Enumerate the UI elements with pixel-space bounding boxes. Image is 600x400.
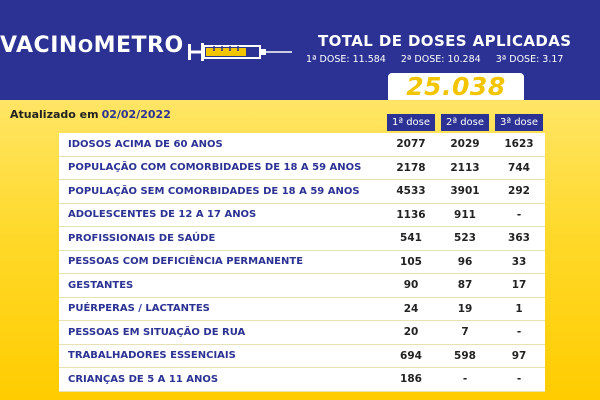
row-label: PESSOAS EM SITUAÇÃO DE RUA (68, 326, 246, 338)
row-dose-1: 694 (400, 349, 422, 362)
row-label: CRIANÇAS DE 5 A 11 ANOS (68, 373, 219, 385)
row-dose-2: 19 (457, 302, 473, 315)
table-row: IDOSOS ACIMA DE 60 ANOS 2077 2029 1623 (59, 133, 545, 157)
total-value-box (388, 73, 524, 100)
table-row: TRABALHADORES ESSENCIAIS 694 598 97 (59, 345, 545, 368)
header-dose-1: 1ª dose (387, 114, 435, 131)
row-dose-3: - (516, 373, 522, 386)
row-dose-1: 2178 (396, 161, 426, 174)
logo-text-o: O (77, 36, 94, 57)
row-label: TRABALHADORES ESSENCIAIS (68, 350, 236, 362)
header-dose-3: 3ª dose (495, 114, 543, 131)
row-dose-1: 24 (403, 302, 419, 315)
row-dose-3: 1 (515, 302, 523, 315)
table-row: PESSOAS EM SITUAÇÃO DE RUA 20 7 - (59, 321, 545, 345)
row-label: ADOLESCENTES DE 12 A 17 ANOS (68, 209, 257, 221)
row-dose-1: 20 (403, 326, 419, 339)
row-dose-2: - (462, 373, 468, 386)
row-label: PESSOAS COM DEFICIÊNCIA PERMANENTE (68, 256, 304, 268)
row-dose-1: 2077 (396, 138, 426, 151)
row-dose-2: 2029 (450, 138, 480, 151)
row-label: POPULAÇÃO COM COMORBIDADES DE 18 A 59 AN… (68, 162, 362, 174)
row-dose-3: 744 (508, 161, 530, 174)
table-row: PUÉRPERAS / LACTANTES 24 19 1 (59, 298, 545, 321)
row-dose-1: 4533 (396, 185, 426, 198)
row-dose-3: 363 (508, 232, 530, 245)
row-label: GESTANTES (68, 279, 134, 291)
table-body: IDOSOS ACIMA DE 60 ANOS 2077 2029 1623 P… (59, 133, 545, 392)
row-dose-1: 541 (400, 232, 422, 245)
row-dose-2: 96 (457, 255, 473, 268)
table-row: PROFISSIONAIS DE SAÚDE 541 523 363 (59, 227, 545, 251)
row-dose-2: 87 (457, 279, 473, 292)
total-doses-title: TOTAL DE DOSES APLICADAS (318, 32, 572, 50)
vacinometro-logo: VACINOMETRO (0, 33, 184, 58)
row-dose-3: 17 (511, 279, 527, 292)
row-label: POPULAÇÃO SEM COMORBIDADES DE 18 A 59 AN… (68, 185, 360, 197)
table-row: POPULAÇÃO SEM COMORBIDADES DE 18 A 59 AN… (59, 180, 545, 204)
syringe-icon (188, 43, 292, 61)
row-dose-2: 911 (454, 208, 476, 221)
row-dose-3: 33 (511, 255, 527, 268)
vaccination-table: 1ª dose 2ª dose 3ª dose IDOSOS ACIMA DE … (59, 114, 545, 392)
row-dose-1: 186 (400, 373, 422, 386)
logo-text-part2: METRO (93, 33, 184, 58)
row-dose-2: 2113 (450, 161, 480, 174)
row-dose-3: 97 (511, 349, 527, 362)
row-dose-3: 292 (508, 185, 530, 198)
row-label: PROFISSIONAIS DE SAÚDE (68, 232, 216, 244)
dose3-summary: 3ª DOSE: 3.17 (495, 54, 564, 65)
doses-summary: 1ª DOSE: 11.584 2ª DOSE: 10.284 3ª DOSE:… (306, 54, 575, 65)
logo-text-part1: VACIN (0, 33, 78, 58)
updated-label: Atualizado em (10, 108, 99, 121)
table-header: 1ª dose 2ª dose 3ª dose (59, 114, 545, 131)
row-dose-3: - (516, 208, 522, 221)
dose2-summary: 2ª DOSE: 10.284 (400, 54, 481, 65)
row-dose-1: 90 (403, 279, 419, 292)
row-dose-3: - (516, 326, 522, 339)
row-dose-1: 1136 (396, 208, 426, 221)
table-row: CRIANÇAS DE 5 A 11 ANOS 186 - - (59, 368, 545, 392)
header-banner: VACINOMETRO TOTAL DE DOSES APLICADAS 1ª … (0, 0, 600, 100)
row-dose-2: 523 (454, 232, 476, 245)
row-dose-2: 598 (454, 349, 476, 362)
updated-date: 02/02/2022 (101, 108, 171, 121)
table-row: ADOLESCENTES DE 12 A 17 ANOS 1136 911 - (59, 204, 545, 227)
row-label: PUÉRPERAS / LACTANTES (68, 303, 210, 315)
table-row: PESSOAS COM DEFICIÊNCIA PERMANENTE 105 9… (59, 251, 545, 274)
table-row: POPULAÇÃO COM COMORBIDADES DE 18 A 59 AN… (59, 157, 545, 180)
total-doses-value: 25.038 (406, 72, 506, 100)
row-dose-2: 7 (461, 326, 469, 339)
updated-info: Atualizado em 02/02/2022 (10, 108, 171, 121)
dose1-summary: 1ª DOSE: 11.584 (306, 54, 386, 65)
table-row: GESTANTES 90 87 17 (59, 274, 545, 298)
row-dose-1: 105 (400, 255, 422, 268)
row-label: IDOSOS ACIMA DE 60 ANOS (68, 138, 223, 150)
header-dose-2: 2ª dose (441, 114, 489, 131)
row-dose-2: 3901 (450, 185, 480, 198)
row-dose-3: 1623 (504, 138, 534, 151)
